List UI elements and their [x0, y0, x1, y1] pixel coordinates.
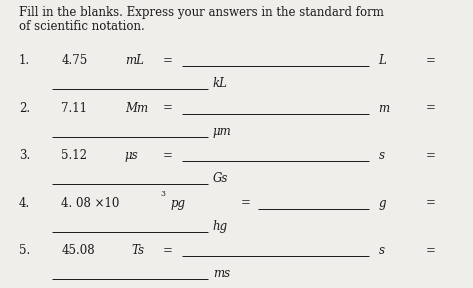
- Text: Fill in the blanks. Express your answers in the standard form: Fill in the blanks. Express your answers…: [19, 6, 384, 19]
- Text: 1.: 1.: [19, 54, 30, 67]
- Text: =: =: [426, 244, 436, 257]
- Text: Gs: Gs: [213, 172, 228, 185]
- Text: of scientific notation.: of scientific notation.: [19, 20, 145, 33]
- Text: hg: hg: [213, 219, 228, 233]
- Text: =: =: [163, 54, 173, 67]
- Text: mL: mL: [125, 54, 144, 67]
- Text: kL: kL: [213, 77, 228, 90]
- Text: 5.12: 5.12: [61, 149, 88, 162]
- Text: 7.11: 7.11: [61, 101, 88, 115]
- Text: 4.: 4.: [19, 196, 30, 210]
- Text: μm: μm: [213, 124, 232, 138]
- Text: =: =: [241, 196, 251, 210]
- Text: Ts: Ts: [131, 244, 144, 257]
- Text: =: =: [163, 244, 173, 257]
- Text: =: =: [426, 101, 436, 115]
- Text: =: =: [426, 196, 436, 210]
- Text: 3.: 3.: [19, 149, 30, 162]
- Text: =: =: [163, 149, 173, 162]
- Text: Mm: Mm: [125, 101, 149, 115]
- Text: 3: 3: [161, 190, 166, 198]
- Text: 4.75: 4.75: [61, 54, 88, 67]
- Text: ms: ms: [213, 267, 230, 280]
- Text: 4. 08 ×10: 4. 08 ×10: [61, 196, 120, 210]
- Text: 5.: 5.: [19, 244, 30, 257]
- Text: 45.08: 45.08: [61, 244, 95, 257]
- Text: s: s: [378, 244, 385, 257]
- Text: m: m: [378, 101, 390, 115]
- Text: =: =: [426, 54, 436, 67]
- Text: g: g: [378, 196, 386, 210]
- Text: μs: μs: [124, 149, 138, 162]
- Text: =: =: [163, 101, 173, 115]
- Text: 2.: 2.: [19, 101, 30, 115]
- Text: =: =: [426, 149, 436, 162]
- Text: s: s: [378, 149, 385, 162]
- Text: pg: pg: [170, 196, 185, 210]
- Text: L: L: [378, 54, 386, 67]
